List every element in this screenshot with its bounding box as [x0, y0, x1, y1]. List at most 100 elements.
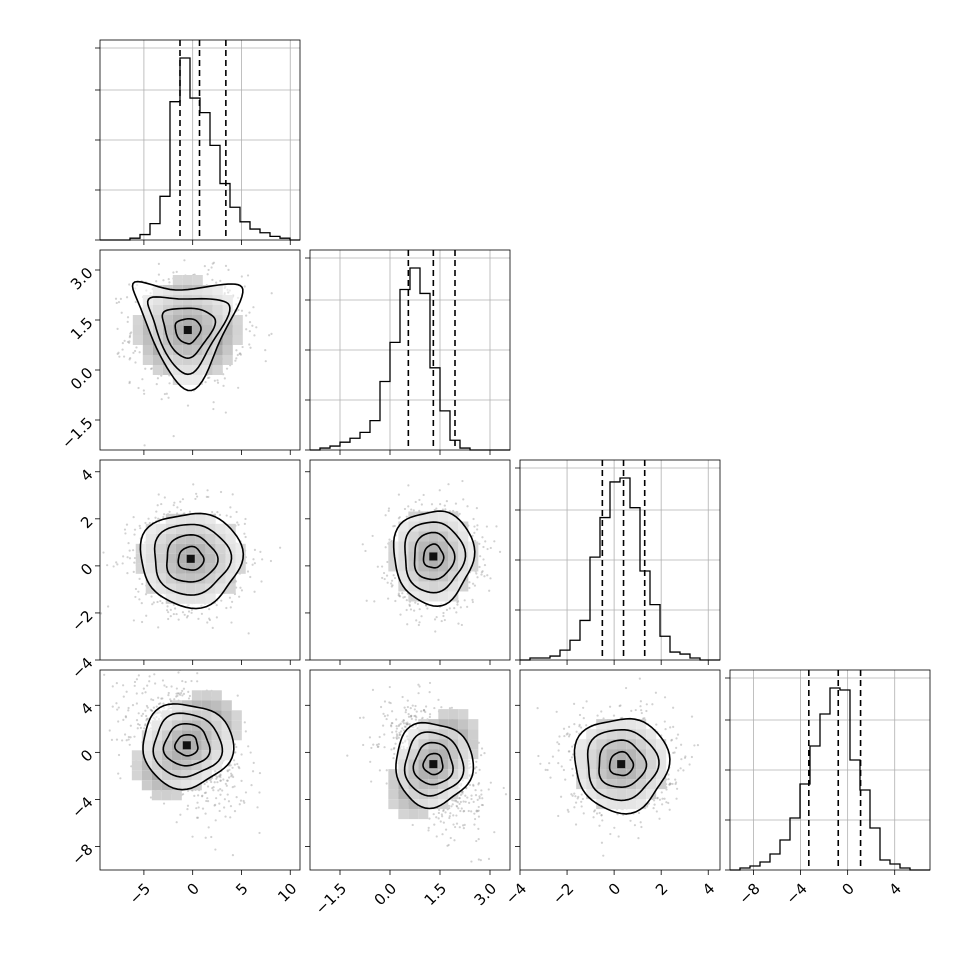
scatter-point: [249, 346, 252, 349]
scatter-point: [239, 799, 243, 802]
scatter-point: [217, 789, 220, 792]
scatter-point: [481, 797, 484, 800]
density-cell: [201, 690, 212, 701]
scatter-point: [413, 609, 416, 612]
scatter-point: [145, 719, 148, 722]
scatter-point: [153, 673, 156, 676]
scatter-point: [232, 759, 236, 762]
density-cell: [232, 315, 243, 325]
scatter-point: [197, 617, 200, 620]
scatter-point: [119, 297, 122, 300]
scatter-point: [346, 754, 349, 757]
scatter-point: [115, 702, 118, 705]
scatter-point: [364, 549, 367, 553]
scatter-point: [475, 810, 478, 813]
scatter-point: [123, 528, 127, 531]
scatter-point: [399, 722, 402, 725]
scatter-point: [370, 746, 373, 750]
scatter-point: [445, 500, 448, 503]
scatter-point: [138, 723, 141, 727]
scatter-point: [135, 692, 138, 695]
scatter-point: [227, 776, 231, 779]
scatter-point: [138, 351, 141, 354]
density-cell: [142, 325, 153, 335]
scatter-point: [407, 715, 411, 718]
scatter-point: [116, 708, 119, 711]
scatter-point: [477, 827, 480, 831]
scatter-point: [426, 607, 429, 610]
scatter-point: [512, 499, 514, 501]
scatter-point: [216, 510, 219, 514]
scatter-point: [148, 680, 151, 683]
scatter-point: [475, 809, 478, 812]
scatter-point: [207, 268, 210, 272]
scatter-point: [252, 558, 255, 561]
scatter-point: [219, 279, 222, 282]
scatter-point: [215, 777, 218, 780]
scatter-point: [226, 793, 229, 796]
scatter-point: [477, 858, 480, 861]
scatter-point: [236, 521, 239, 524]
scatter-point: [448, 707, 452, 710]
scatter-point: [418, 685, 421, 688]
scatter-point: [478, 795, 481, 798]
scatter-point: [448, 607, 451, 610]
scatter-point: [212, 401, 215, 404]
mode-marker: [182, 741, 191, 750]
contour-level: [173, 734, 199, 757]
scatter-point: [138, 598, 141, 601]
density-cell: [182, 275, 193, 285]
scatter-point: [132, 570, 135, 573]
scatter-point: [498, 550, 502, 553]
density-cell: [142, 335, 153, 345]
contour-level: [174, 318, 202, 345]
scatter-point: [389, 724, 393, 727]
scatter-point: [207, 826, 210, 829]
scatter-point: [437, 808, 441, 812]
scatter-point: [195, 495, 199, 498]
scatter-point: [447, 483, 450, 486]
scatter-point: [211, 626, 214, 629]
scatter-point: [152, 698, 155, 702]
scatter-point: [204, 791, 208, 794]
density-cell: [161, 790, 172, 801]
scatter-point: [260, 580, 263, 583]
scatter-point: [205, 780, 208, 784]
scatter-point: [398, 723, 401, 726]
histogram-panel-2: [515, 459, 721, 665]
scatter-point: [489, 577, 492, 580]
scatter-point: [224, 782, 227, 785]
scatter-point: [378, 735, 381, 739]
scatter-point: [418, 621, 421, 624]
scatter-point: [439, 503, 442, 506]
scatter-point: [138, 524, 141, 527]
scatter-point: [225, 784, 228, 787]
scatter-point: [390, 725, 393, 728]
scatter-point: [128, 336, 131, 339]
scatter-point: [453, 799, 456, 802]
scatter-point: [175, 687, 178, 690]
contour-level: [162, 723, 211, 767]
scatter-point: [114, 297, 118, 300]
scatter-point: [379, 705, 383, 709]
scatter-point: [396, 734, 399, 738]
scatter-point: [402, 719, 405, 722]
scatter-point: [415, 710, 418, 713]
scatter-point: [248, 330, 251, 333]
scatter-point: [172, 612, 175, 616]
scatter-point: [124, 716, 128, 719]
scatter-point: [390, 582, 393, 585]
scatter-point: [122, 355, 126, 358]
scatter-point: [235, 510, 238, 514]
scatter-point: [448, 807, 451, 810]
scatter-point: [428, 817, 431, 820]
scatter-point: [213, 804, 216, 807]
scatter-point: [438, 489, 441, 492]
scatter-point: [211, 262, 214, 265]
density-cell: [201, 700, 212, 711]
scatter-point: [210, 835, 213, 839]
scatter-point: [145, 714, 148, 718]
scatter-point: [443, 618, 446, 622]
scatter-point: [163, 392, 166, 396]
scatter-point: [165, 392, 168, 395]
